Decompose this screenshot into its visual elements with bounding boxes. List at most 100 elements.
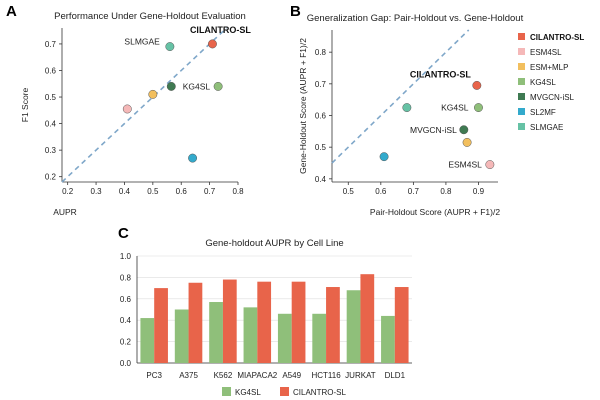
panel-b-scatter: Generalization Gap: Pair-Holdout vs. Gen… <box>298 13 584 217</box>
legend-swatch <box>518 93 525 100</box>
y-tick-label: 0.8 <box>315 48 327 57</box>
bar-kg4sl-jurkat <box>346 290 361 363</box>
y-tick-label: 0.4 <box>45 120 57 129</box>
bar-kg4sl-a375 <box>174 309 189 363</box>
x-axis-label: AUPR <box>53 207 77 217</box>
legend-label: SL2MF <box>530 108 556 117</box>
panel-a-letter: A <box>6 3 17 20</box>
y-tick-label: 0.0 <box>120 359 132 368</box>
panel-c-letter: C <box>118 225 129 242</box>
y-tick-label: 0.2 <box>120 338 132 347</box>
bar-cilantro-sl-pc3 <box>154 288 168 363</box>
point-label: SLMGAE <box>124 37 160 47</box>
chart-title: Generalization Gap: Pair-Holdout vs. Gen… <box>307 13 524 24</box>
y-tick-label: 0.6 <box>315 112 327 121</box>
x-tick-label: HCT116 <box>311 371 341 380</box>
bar-kg4sl-miapaca2 <box>243 307 258 363</box>
chart-title: Performance Under Gene-Holdout Evaluatio… <box>54 11 246 22</box>
y-tick-label: 0.7 <box>315 80 327 89</box>
bar-cilantro-sl-k562 <box>222 279 237 363</box>
y-tick-label: 0.5 <box>45 93 57 102</box>
y-axis-label: Gene-Holdout Score (AUPR + F1)/2 <box>298 38 308 174</box>
point-esm-mlp <box>462 137 472 147</box>
x-tick-label: 0.6 <box>375 187 387 196</box>
point-label: CILANTRO-SL <box>190 25 251 35</box>
point-cilantro-sl <box>208 39 217 49</box>
bar-cilantro-sl-miapaca2 <box>257 281 272 363</box>
legend-label: SLMGAE <box>530 123 563 132</box>
point-sl2mf <box>188 153 198 163</box>
legend-label: KG4SL <box>235 388 261 397</box>
point-label: CILANTRO-SL <box>410 69 471 79</box>
legend-label: CILANTRO-SL <box>530 33 584 42</box>
x-tick-label: 0.8 <box>440 187 452 196</box>
point-label: KG4SL <box>183 81 211 91</box>
y-tick-label: 0.5 <box>315 143 327 152</box>
y-tick-label: 0.7 <box>45 40 57 49</box>
y-tick-label: 0.4 <box>315 175 327 184</box>
x-tick-label: 0.4 <box>119 187 131 196</box>
legend-label: KG4SL <box>530 78 556 87</box>
x-tick-label: JURKAT <box>345 371 376 380</box>
point-esm4sl <box>122 104 132 114</box>
bar-cilantro-sl-a549 <box>291 281 306 363</box>
point-label: MVGCN-iSL <box>410 125 457 135</box>
legend-swatch <box>518 78 525 85</box>
bar-cilantro-sl-jurkat <box>360 274 375 363</box>
legend-label: MVGCN-iSL <box>530 93 575 102</box>
y-tick-label: 0.4 <box>120 316 132 325</box>
y-tick-label: 0.6 <box>120 295 132 304</box>
chart-title: Gene-holdout AUPR by Cell Line <box>205 238 343 249</box>
x-tick-label: 0.7 <box>204 187 216 196</box>
legend-swatch <box>280 387 289 396</box>
y-tick-label: 0.3 <box>45 146 57 155</box>
legend-swatch <box>518 63 525 70</box>
point-label: ESM4SL <box>448 160 482 170</box>
point-sl2mf <box>379 152 389 162</box>
point-kg4sl <box>474 103 483 113</box>
x-tick-label: PC3 <box>146 371 162 380</box>
legend-label: CILANTRO-SL <box>293 388 346 397</box>
x-axis-label: Pair-Holdout Score (AUPR + F1)/2 <box>370 207 500 217</box>
x-tick-label: MIAPACA2 <box>237 371 277 380</box>
x-tick-label: K562 <box>214 371 233 380</box>
x-tick-label: 0.8 <box>232 187 244 196</box>
point-slmgae <box>402 103 412 113</box>
y-tick-label: 0.2 <box>45 173 57 182</box>
legend-swatch <box>518 33 525 40</box>
bar-kg4sl-k562 <box>209 302 223 363</box>
y-tick-label: 1.0 <box>120 252 132 261</box>
x-tick-label: 0.5 <box>147 187 159 196</box>
bar-kg4sl-pc3 <box>140 318 155 363</box>
bar-cilantro-sl-hct116 <box>326 287 340 363</box>
bar-kg4sl-hct116 <box>312 313 327 363</box>
point-mvgcn-isl <box>166 81 176 91</box>
legend-swatch <box>518 108 525 115</box>
point-esm4sl <box>485 160 495 170</box>
point-kg4sl <box>213 81 223 91</box>
y-tick-label: 0.6 <box>45 66 57 75</box>
bar-cilantro-sl-dld1 <box>394 287 409 363</box>
legend-swatch <box>518 48 525 55</box>
y-tick-label: 0.8 <box>120 273 132 282</box>
diagonal-reference-line <box>61 27 228 183</box>
panel-c-bar-chart: Gene-holdout AUPR by Cell Line 0.0 0.2 0.4 0… <box>120 238 412 397</box>
point-mvgcn-isl <box>459 125 469 135</box>
bar-kg4sl-a549 <box>277 313 292 363</box>
x-tick-label: A549 <box>282 371 301 380</box>
bar-cilantro-sl-a375 <box>188 282 203 363</box>
point-label: KG4SL <box>441 103 469 113</box>
x-tick-label: DLD1 <box>385 371 406 380</box>
y-axis-label: F1 Score <box>20 87 30 122</box>
panel-b-letter: B <box>290 3 301 20</box>
x-tick-label: 0.7 <box>408 187 420 196</box>
x-tick-label: 0.5 <box>343 187 355 196</box>
x-tick-label: 0.6 <box>176 187 188 196</box>
x-tick-label: 0.2 <box>62 187 74 196</box>
x-tick-label: 0.3 <box>91 187 103 196</box>
x-tick-label: A375 <box>179 371 198 380</box>
point-cilantro-sl <box>472 80 482 90</box>
legend-swatch <box>222 387 231 396</box>
diagonal-reference-line <box>331 29 470 164</box>
